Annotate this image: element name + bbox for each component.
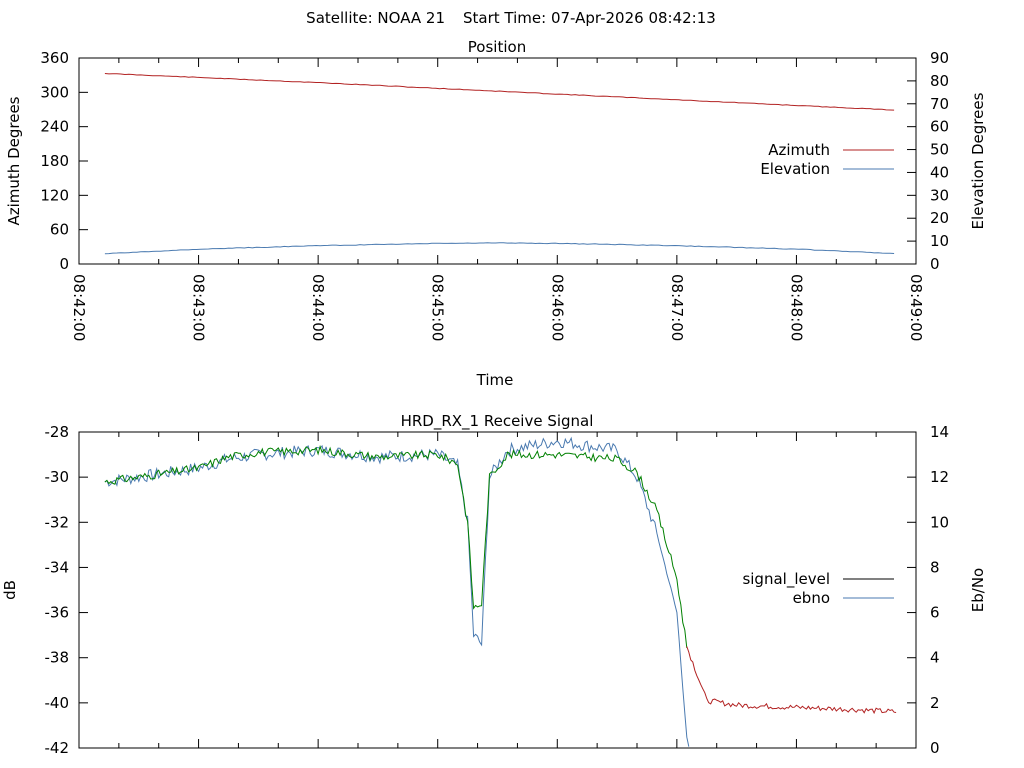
position-y2-axis-tick-label: 20 [930, 209, 949, 227]
signal-legend-label: signal_level [742, 570, 830, 589]
position-y2-axis-tick-label: 10 [930, 232, 949, 250]
signal-y2-axis-tick-label: 14 [930, 423, 949, 441]
position-series-elevation [104, 242, 895, 255]
position-y-axis-tick-label: 120 [40, 186, 69, 204]
position-y-axis-tick-label: 300 [40, 83, 69, 101]
signal-frame [78, 431, 917, 749]
signal-y2-axis-tick-label: 0 [930, 739, 940, 757]
position-y2-axis-tick-label: 50 [930, 141, 949, 159]
position-y2-axis-tick-label: 40 [930, 163, 949, 181]
signal-y-axis-tick-label: -34 [45, 558, 70, 576]
position-x-axis-tick-label: 08:46:00 [548, 274, 566, 341]
position-x-axis-tick-label: 08:43:00 [190, 274, 208, 341]
signal-series-signal-level-segment [686, 646, 897, 715]
position-y2-axis-tick-label: 60 [930, 118, 949, 136]
position-x-axis-tick-label: 08:49:00 [907, 274, 925, 341]
position-y2-axis-tick-label: 90 [930, 49, 949, 67]
position-x-axis-tick-label: 08:45:00 [429, 274, 447, 341]
position-chart-title: Position [468, 38, 526, 56]
signal-y2-axis-tick-label: 12 [930, 468, 949, 486]
position-x-axis-tick-label: 08:48:00 [787, 274, 805, 341]
position-y2-axis-tick-label: 80 [930, 72, 949, 90]
position-x-axis-tick-label: 08:42:00 [70, 274, 88, 341]
signal-y2-axis-tick-label: 2 [930, 694, 940, 712]
position-y2-axis-tick-label: 70 [930, 95, 949, 113]
signal-y-axis-tick-label: -42 [45, 739, 70, 757]
signal-y-axis-tick-label: -40 [45, 694, 70, 712]
position-y-axis-tick-label: 0 [59, 255, 69, 273]
signal-y-axis-tick-label: -32 [45, 513, 70, 531]
position-chart: 0 60 120 180 240 300 360 0 10 20 30 40 50 60 70 80 90 08:… [5, 49, 987, 341]
position-y-axis-tick-label: 240 [40, 118, 69, 136]
signal-series-signal-level-segment [104, 444, 688, 649]
signal-y-axis-tick-label: -30 [45, 468, 70, 486]
signal-y-axis-tick-label: -36 [45, 604, 70, 622]
position-y-axis-tick-label: 60 [50, 221, 69, 239]
signal-y2-axis-tick-label: 4 [930, 649, 940, 667]
position-y2-axis-tick-label: 0 [930, 255, 940, 273]
signal-y2-axis-tick-label: 6 [930, 604, 940, 622]
position-y-axis-tick-label: 180 [40, 152, 69, 170]
signal-y2-axis-tick-label: 8 [930, 558, 940, 576]
start-time-label: Start Time: 07-Apr-2026 08:42:13 [463, 9, 716, 27]
position-y-axis-label: Azimuth Degrees [5, 96, 23, 225]
position-y-axis-tick-label: 360 [40, 49, 69, 67]
position-x-axis-tick-label: 08:44:00 [309, 274, 327, 341]
satellite-label: Satellite: NOAA 21 [306, 9, 445, 27]
position-legend-label: Elevation [760, 160, 830, 178]
signal-chart: -28 -30 -32 -34 -36 -38 -40 -42 0 2 4 6 8 10 12 14 dB Eb/… [1, 423, 987, 757]
position-x-axis-tick-label: 08:47:00 [668, 274, 686, 341]
signal-y2-axis-label: Eb/No [969, 568, 987, 612]
signal-series-ebno [104, 436, 690, 747]
position-series-azimuth [104, 73, 895, 111]
position-y2-axis-label: Elevation Degrees [969, 92, 987, 229]
signal-y-axis-tick-label: -28 [45, 423, 70, 441]
signal-y-axis-label: dB [1, 580, 19, 600]
signal-legend-label: ebno [793, 589, 830, 607]
position-x-axis-label: Time [476, 371, 514, 389]
signal-y-axis-tick-label: -38 [45, 649, 70, 667]
signal-chart-title: HRD_RX_1 Receive Signal [401, 412, 594, 431]
position-y2-axis-tick-label: 30 [930, 186, 949, 204]
position-legend-label: Azimuth [768, 141, 830, 159]
figure-title: Satellite: NOAA 21 Start Time: 07-Apr-202… [306, 9, 716, 27]
signal-y2-axis-tick-label: 10 [930, 513, 949, 531]
